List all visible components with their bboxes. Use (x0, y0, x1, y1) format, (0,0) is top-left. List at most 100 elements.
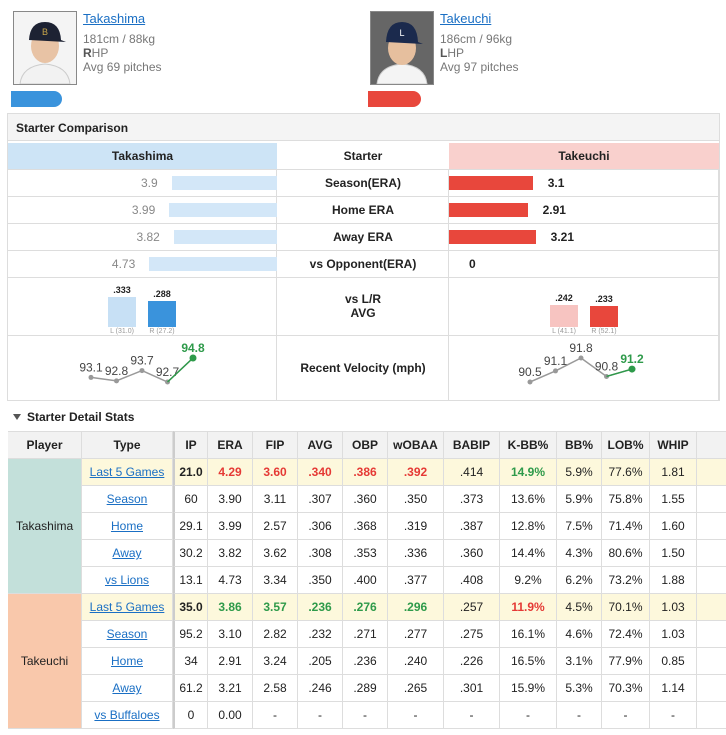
sparkline: 90.591.191.890.891.2 (518, 341, 644, 385)
team-pill (11, 91, 62, 107)
table-cell: .360 (444, 540, 500, 567)
table-cell (697, 702, 726, 729)
type-link[interactable]: Home (82, 513, 173, 540)
svg-text:L: L (399, 28, 404, 38)
player-name[interactable]: Takeuchi (440, 11, 492, 26)
right-bar (449, 203, 528, 217)
table-cell: 3.24 (253, 648, 298, 675)
table-cell: 15.9% (500, 675, 557, 702)
table-cell: 3.34 (253, 567, 298, 594)
row-cell (8, 335, 277, 400)
table-header: BB% (557, 431, 602, 459)
table-header: ERA (208, 431, 253, 459)
table-cell: .236 (298, 594, 343, 621)
table-cell: 3.10 (208, 621, 253, 648)
row-cell (277, 223, 449, 250)
table-cell: 3.90 (208, 486, 253, 513)
table-cell: .240 (388, 648, 444, 675)
table-cell: 3.57 (253, 594, 298, 621)
row-cell (277, 169, 449, 196)
type-link[interactable]: Last 5 Games (82, 594, 173, 621)
velocity-label: 92.8 (105, 364, 129, 378)
left-bar (171, 176, 277, 190)
player-photo: B (13, 11, 77, 85)
type-link[interactable]: Away (82, 540, 173, 567)
table-cell: 2.58 (253, 675, 298, 702)
table-header: FIP (253, 431, 298, 459)
table-cell (697, 567, 726, 594)
comparison-header: Starter (277, 143, 449, 169)
table-cell: 6.2% (557, 567, 602, 594)
row-cell (449, 169, 719, 196)
table-cell: 4.6% (557, 621, 602, 648)
player-name[interactable]: Takashima (83, 11, 146, 26)
player-size: 186cm / 96kg (440, 32, 513, 46)
type-link[interactable]: Last 5 Games (82, 459, 173, 486)
velocity-label: 90.5 (518, 365, 542, 379)
row-label: Season(ERA) (324, 175, 401, 190)
avg-label: .288 (153, 289, 171, 300)
avg-bar (550, 305, 578, 327)
table-cell: 34 (173, 648, 208, 675)
table-cell: 70.1% (602, 594, 650, 621)
table-cell: 71.4% (602, 513, 650, 540)
velocity-dot (139, 368, 145, 374)
type-link[interactable]: Season (82, 621, 173, 648)
table-header: BABIP (444, 431, 500, 459)
table-cell (697, 648, 726, 675)
table-cell: 13.6% (500, 486, 557, 513)
table-cell: .265 (388, 675, 444, 702)
table-cell: .350 (298, 567, 343, 594)
table-cell: .205 (298, 648, 343, 675)
table-cell: 7.5% (557, 513, 602, 540)
velocity-dot (527, 379, 533, 385)
table-cell (697, 594, 726, 621)
table-cell (697, 621, 726, 648)
table-cell: 60 (173, 486, 208, 513)
table-cell: 3.1% (557, 648, 602, 675)
table-cell (697, 675, 726, 702)
table-cell: .373 (444, 486, 500, 513)
type-link[interactable]: Season (82, 486, 173, 513)
table-cell: 1.50 (650, 540, 697, 567)
table-header: wOBAA (388, 431, 444, 459)
photo-art: B (14, 12, 76, 85)
type-link[interactable]: Away (82, 675, 173, 702)
player-pitches: Avg 69 pitches (83, 60, 162, 74)
table-header: OBP (343, 431, 388, 459)
type-link[interactable]: Home (82, 648, 173, 675)
left-bar (173, 230, 277, 244)
type-link[interactable]: vs Lions (82, 567, 173, 594)
avg-bar (148, 301, 176, 327)
left-bar (169, 203, 277, 217)
table-cell: .360 (343, 486, 388, 513)
table-cell: .236 (343, 648, 388, 675)
table-cell: .301 (444, 675, 500, 702)
lr-label: vs L/R (344, 292, 381, 306)
velocity-dot (88, 374, 94, 380)
table-cell: .350 (388, 486, 444, 513)
photo-art: L (371, 12, 433, 85)
velocity-label: 94.8 (181, 341, 205, 355)
velocity-label: 91.1 (544, 354, 568, 368)
table-cell: 4.5% (557, 594, 602, 621)
table-cell: 14.9% (500, 459, 557, 486)
table-cell: 0.00 (208, 702, 253, 729)
table-cell: 16.1% (500, 621, 557, 648)
table-cell: 3.62 (253, 540, 298, 567)
avg-label: .233 (595, 294, 613, 305)
collapse-icon[interactable] (13, 412, 23, 422)
table-cell: 73.2% (602, 567, 650, 594)
detail-title: Starter Detail Stats (27, 410, 135, 424)
table-cell: 1.88 (650, 567, 697, 594)
type-link[interactable]: vs Buffaloes (82, 702, 173, 729)
right-bar (449, 176, 533, 190)
table-cell: 9.2% (500, 567, 557, 594)
row-label: vs Opponent(ERA) (309, 256, 417, 271)
left-value: 3.99 (131, 203, 156, 217)
table-cell: .246 (298, 675, 343, 702)
table-cell: 13.1 (173, 567, 208, 594)
table-cell: 30.2 (173, 540, 208, 567)
table-cell: 14.4% (500, 540, 557, 567)
table-cell: 72.4% (602, 621, 650, 648)
